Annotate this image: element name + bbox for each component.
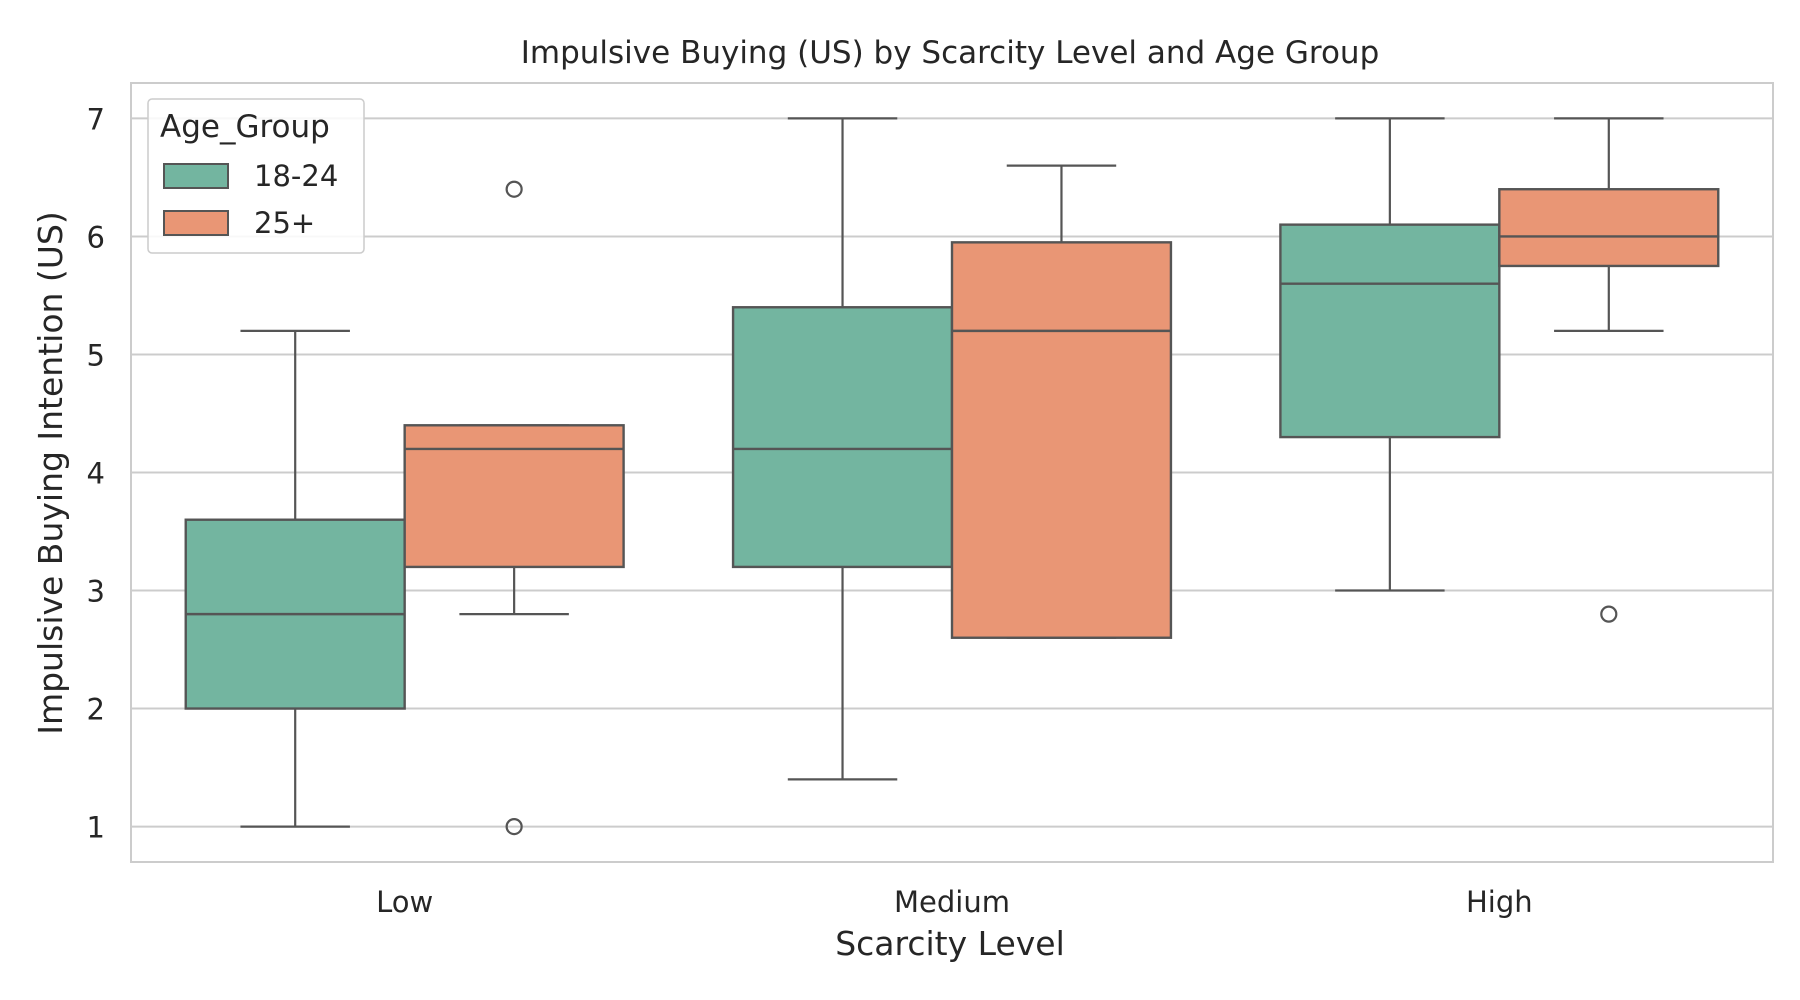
box-group bbox=[1279, 117, 1501, 592]
outlier-point bbox=[1600, 605, 1618, 623]
legend-title: Age_Group bbox=[160, 109, 330, 145]
y-axis-ticks: 1 2 3 4 5 6 7 bbox=[87, 102, 105, 844]
legend: Age_Group 18-24 25+ bbox=[147, 98, 365, 254]
y-tick-label: 5 bbox=[87, 338, 105, 372]
box-group bbox=[1498, 117, 1720, 623]
box-group bbox=[731, 117, 954, 781]
y-tick-label: 3 bbox=[87, 575, 105, 609]
box bbox=[1498, 188, 1720, 268]
y-tick-label: 7 bbox=[87, 102, 105, 136]
x-tick-label: High bbox=[1466, 885, 1533, 919]
y-tick-label: 1 bbox=[87, 811, 105, 845]
outlier-point bbox=[505, 180, 523, 198]
plot-area bbox=[130, 82, 1774, 863]
y-tick-label: 4 bbox=[87, 457, 105, 491]
box-group bbox=[403, 180, 625, 836]
legend-swatch bbox=[163, 163, 229, 189]
box bbox=[403, 424, 625, 569]
legend-items: 18-24 25+ bbox=[163, 159, 338, 240]
box bbox=[950, 241, 1173, 639]
box-group bbox=[184, 329, 406, 828]
legend-swatch bbox=[163, 210, 229, 236]
chart-title: Impulsive Buying (US) by Scarcity Level … bbox=[521, 35, 1380, 71]
y-axis-label: Impulsive Buying Intention (US) bbox=[31, 211, 70, 735]
legend-label: 25+ bbox=[254, 206, 315, 240]
box-plots bbox=[184, 117, 1720, 836]
plot-frame bbox=[130, 82, 1774, 863]
x-tick-label: Medium bbox=[894, 885, 1010, 919]
x-tick-label: Low bbox=[376, 885, 433, 919]
outlier-point bbox=[505, 817, 523, 836]
y-tick-label: 6 bbox=[87, 220, 105, 254]
box bbox=[731, 306, 954, 569]
legend-label: 18-24 bbox=[254, 159, 338, 193]
x-axis-label: Scarcity Level bbox=[835, 924, 1065, 963]
box bbox=[1279, 223, 1501, 439]
box-group bbox=[950, 164, 1173, 639]
x-axis-ticks: Low Medium High bbox=[376, 885, 1533, 919]
y-tick-label: 2 bbox=[87, 693, 105, 727]
